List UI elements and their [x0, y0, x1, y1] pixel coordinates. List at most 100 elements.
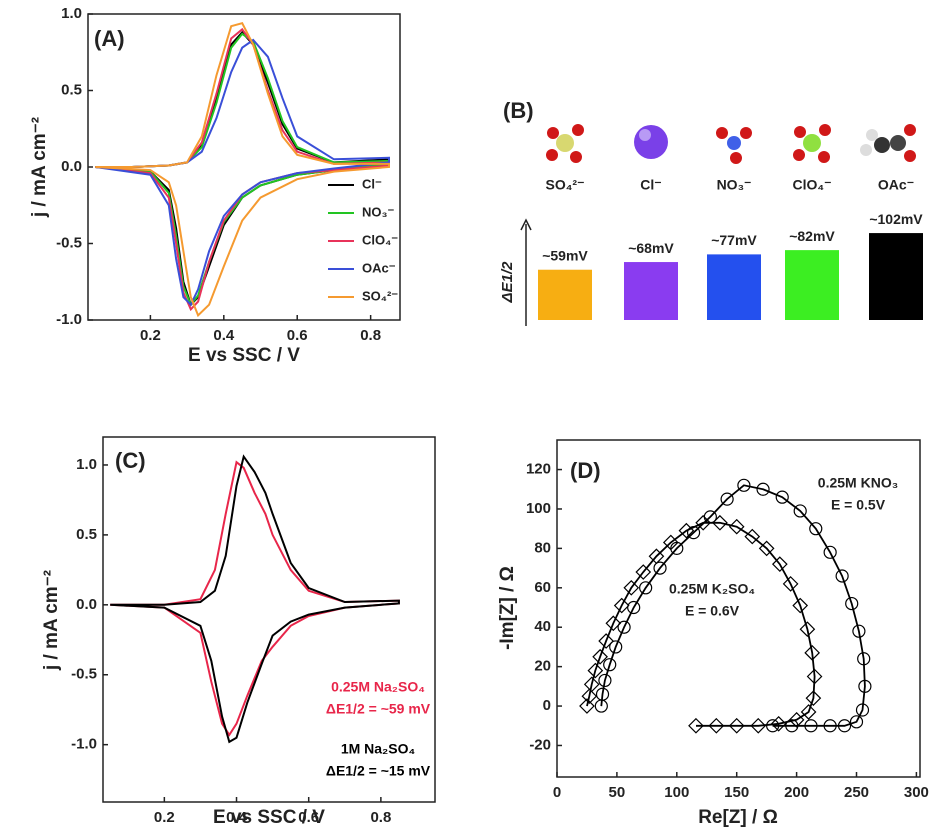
- marker-diamond: [648, 548, 665, 565]
- arrow-head: [520, 218, 532, 231]
- x-axis-label: Re[Z] / Ω: [698, 807, 778, 828]
- annotation: ΔE1/2 = ~15 mV: [326, 763, 431, 779]
- y-tick-label: 1.0: [61, 5, 82, 22]
- x-tick-label: 0.4: [213, 327, 235, 344]
- molecules: [546, 124, 916, 164]
- cv-curve: [95, 38, 390, 307]
- marker-circle: [617, 620, 631, 634]
- x-tick-label: 0.8: [370, 809, 391, 826]
- marker-diamond: [635, 564, 652, 580]
- x-tick-label: 100: [664, 784, 689, 801]
- panel-label: (B): [503, 98, 534, 123]
- marker-diamond: [800, 704, 817, 720]
- marker-diamond: [770, 715, 787, 732]
- y-axis-label: j / mA cm⁻²: [29, 117, 50, 218]
- bar-value-label: ~102mV: [869, 211, 923, 227]
- marker-diamond: [792, 597, 809, 614]
- bar: [869, 233, 923, 320]
- panel-label: (D): [570, 458, 601, 483]
- fit-line: [600, 484, 866, 727]
- y-tick-label: 40: [534, 618, 551, 635]
- marker-circle: [775, 490, 789, 504]
- marker-circle: [857, 652, 871, 666]
- bar: [707, 254, 761, 320]
- marker-diamond: [623, 579, 640, 596]
- marker-circle: [595, 687, 610, 701]
- annotation: 0.25M Na₂SO₄: [331, 679, 425, 695]
- marker-diamond: [583, 676, 600, 693]
- x-axis-label: E vs SSC / V: [188, 345, 300, 366]
- marker-circle: [737, 478, 751, 492]
- x-tick-label: 200: [784, 784, 809, 801]
- category-label: Cl⁻: [640, 177, 661, 193]
- marker-diamond: [758, 540, 775, 557]
- marker-circle: [598, 673, 612, 688]
- bar-value-label: ~68mV: [628, 240, 674, 256]
- y-tick-label: -0.5: [56, 234, 82, 251]
- y-tick-label: 0.5: [61, 81, 82, 98]
- x-tick-label: 300: [904, 784, 929, 801]
- marker-diamond: [708, 717, 725, 734]
- marker-diamond: [805, 690, 822, 707]
- bar-value-label: ~82mV: [789, 228, 835, 244]
- marker-circle: [603, 658, 617, 672]
- y-tick-label: 0.0: [76, 596, 97, 613]
- y-tick-label: 0.5: [76, 526, 97, 543]
- annotation: ΔE1/2 = ~59 mV: [326, 701, 431, 717]
- marker-circle: [835, 569, 849, 583]
- annotation: E = 0.6V: [685, 603, 740, 619]
- marker-diamond: [678, 522, 695, 539]
- category-label: ClO₄⁻: [793, 177, 832, 193]
- legend-label: NO₃⁻: [362, 204, 395, 219]
- marker-diamond: [799, 621, 816, 638]
- molecule-clo4: [793, 124, 831, 163]
- marker-diamond: [771, 556, 788, 573]
- marker-diamond: [744, 528, 761, 545]
- x-tick-label: 0.2: [154, 809, 175, 826]
- legend-label: OAc⁻: [362, 260, 396, 275]
- marker-diamond: [750, 717, 767, 734]
- marker-circle: [823, 719, 837, 733]
- molecule-cl: [634, 125, 668, 159]
- bar: [624, 262, 678, 320]
- marker-diamond: [662, 534, 679, 551]
- bar: [785, 250, 839, 320]
- y-axis-label: ΔE1/2: [499, 261, 516, 304]
- bar-value-label: ~77mV: [711, 232, 757, 248]
- category-label: NO₃⁻: [717, 177, 752, 193]
- annotation: 0.25M KNO₃: [818, 475, 898, 491]
- cv-curve: [110, 454, 400, 744]
- marker-diamond: [806, 668, 823, 685]
- marker-circle: [627, 600, 641, 615]
- annotation: 1M Na₂SO₄: [341, 741, 415, 757]
- x-tick-label: 0.6: [298, 809, 319, 826]
- molecule-oac: [860, 124, 916, 162]
- category-label: OAc⁻: [878, 177, 914, 193]
- x-tick-label: 0.2: [140, 327, 161, 344]
- y-tick-label: 0.0: [61, 158, 82, 175]
- marker-circle: [670, 541, 684, 555]
- marker-circle: [804, 719, 818, 733]
- marker-diamond: [613, 597, 630, 614]
- fit-line: [586, 521, 816, 727]
- y-tick-label: -20: [529, 736, 551, 753]
- panel-label: (A): [94, 26, 125, 51]
- molecule-so4: [546, 124, 584, 163]
- marker-diamond: [688, 717, 704, 734]
- plot-frame: [102, 436, 436, 803]
- marker-circle: [720, 492, 734, 506]
- y-tick-label: -1.0: [71, 736, 97, 753]
- marker-diamond: [605, 615, 622, 632]
- marker-circle: [653, 561, 667, 575]
- x-tick-label: 0.6: [287, 327, 308, 344]
- annotation: E = 0.5V: [831, 497, 886, 513]
- marker-circle: [823, 545, 837, 559]
- cv-curve: [95, 22, 390, 318]
- x-axis-label: E vs SSC / V: [213, 807, 325, 828]
- marker-circle: [852, 624, 866, 638]
- bar: [538, 269, 592, 320]
- panel-label: (C): [115, 448, 146, 473]
- y-axis-label: -Im[Z] / Ω: [497, 566, 518, 650]
- marker-circle: [849, 715, 864, 729]
